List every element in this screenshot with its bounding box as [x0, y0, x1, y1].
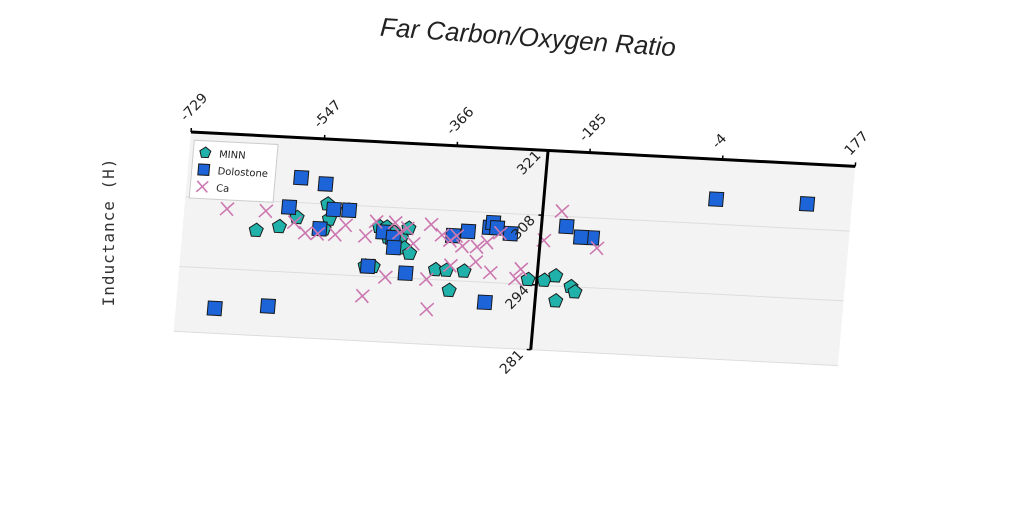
point-dolostone	[317, 176, 334, 192]
x-axis-line	[190, 130, 856, 168]
point-minn	[248, 222, 264, 238]
point-ca	[482, 265, 498, 280]
point-ca	[418, 271, 434, 287]
point-minn	[520, 271, 536, 287]
point-dolostone	[359, 258, 377, 275]
x-tick-label: -185	[576, 111, 610, 145]
point-dolostone	[708, 191, 725, 208]
point-dolostone	[385, 239, 402, 256]
legend-marker-ca	[195, 180, 209, 193]
point-minn	[548, 268, 564, 283]
point-dolostone	[206, 300, 223, 317]
axes	[190, 130, 856, 350]
point-ca	[469, 239, 485, 255]
point-dolostone	[325, 201, 342, 218]
point-ca	[286, 215, 302, 230]
point-ca	[468, 254, 484, 270]
y-axis-line	[529, 150, 550, 350]
point-ca	[492, 225, 508, 241]
point-ca	[589, 240, 605, 256]
point-ca	[258, 203, 274, 219]
point-ca	[354, 288, 370, 304]
legend-label-ca: Ca	[216, 183, 230, 195]
point-minn	[271, 218, 288, 234]
point-dolostone	[502, 225, 519, 242]
point-ca	[442, 258, 458, 273]
legend-label-minn: MINN	[219, 149, 246, 161]
point-minn	[567, 284, 583, 299]
grid-line-0	[173, 330, 838, 367]
point-ca	[338, 217, 354, 233]
point-dolostone	[293, 169, 310, 186]
point-minn	[441, 282, 457, 298]
plot-background	[173, 132, 856, 366]
point-ca	[423, 217, 439, 232]
point-ca	[391, 225, 408, 241]
point-dolostone	[280, 199, 298, 215]
legend-marker-dolostone	[197, 163, 211, 176]
point-ca	[377, 269, 393, 285]
point-dolostone	[798, 196, 816, 212]
y-tick-label: 281	[497, 347, 527, 377]
point-dolostone	[572, 229, 590, 246]
point-dolostone	[476, 294, 493, 311]
chart-title: Far Carbon/Oxygen Ratio	[379, 12, 677, 63]
point-ca	[368, 214, 384, 229]
legend-marker-minn	[199, 146, 212, 159]
point-ca	[554, 203, 570, 219]
point-minn	[548, 293, 564, 308]
point-ca	[357, 228, 373, 244]
y-axis-label: Inductance (H)	[99, 158, 118, 307]
point-ca	[479, 235, 495, 250]
legend-label-dolostone: Dolostone	[217, 166, 268, 180]
point-dolostone	[397, 265, 414, 282]
point-dolostone	[259, 298, 277, 314]
x-tick-label: 177	[842, 128, 872, 158]
point-dolostone	[558, 218, 575, 235]
x-tick-label: -729	[177, 90, 211, 124]
legend-box	[188, 139, 279, 203]
data-points	[206, 169, 816, 317]
point-ca	[387, 215, 403, 230]
point-ca	[405, 236, 421, 251]
x-tick-label: -4	[709, 131, 730, 152]
x-tick-label: -547	[311, 97, 345, 131]
point-ca	[399, 220, 415, 236]
grid-line-1	[179, 265, 844, 302]
point-ca	[513, 261, 529, 277]
point-dolostone	[341, 202, 358, 219]
point-ca	[419, 301, 435, 317]
legend: MINN Dolostone Ca	[188, 139, 279, 203]
x-tick-label: -366	[444, 104, 478, 138]
point-ca	[310, 226, 326, 241]
point-ca	[454, 238, 470, 254]
point-ca	[449, 228, 465, 244]
point-ca	[434, 227, 450, 243]
point-ca	[507, 271, 524, 287]
point-ca	[297, 225, 313, 241]
point-minn	[456, 263, 472, 278]
point-ca	[219, 201, 235, 217]
point-dolostone	[489, 220, 506, 236]
